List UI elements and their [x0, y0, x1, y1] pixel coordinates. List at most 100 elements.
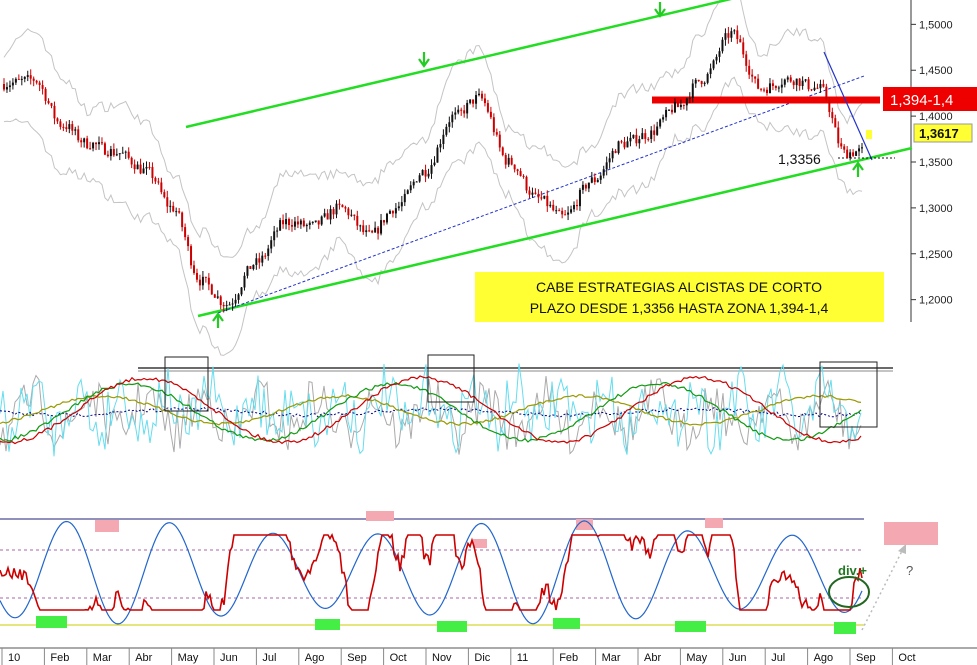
price-candle-body	[252, 264, 255, 269]
indicator-panel	[0, 354, 893, 457]
projection-dotted-line	[861, 546, 905, 631]
price-candle-body	[427, 173, 430, 177]
price-candle-body	[210, 284, 213, 295]
price-candle-body	[765, 89, 768, 94]
price-candle-body	[504, 154, 507, 165]
price-candle-body	[103, 143, 106, 155]
price-candle-body	[727, 33, 730, 38]
price-candle-body	[840, 143, 843, 147]
price-candle-body	[605, 162, 608, 170]
price-candle-body	[804, 79, 807, 81]
price-candle-body	[543, 195, 546, 199]
price-candle-body	[843, 146, 846, 150]
month-label: Jun	[220, 652, 238, 664]
price-candle-body	[489, 111, 492, 118]
price-candle-body	[234, 299, 237, 304]
overbought-markers	[95, 511, 938, 548]
price-candle-body	[507, 157, 510, 165]
price-candle-body	[151, 167, 154, 179]
price-candle-body	[498, 134, 501, 148]
price-candle-body	[546, 195, 549, 207]
price-candle-body	[813, 87, 816, 91]
price-candle-body	[100, 142, 103, 144]
price-candle-body	[299, 220, 302, 225]
price-candle-body	[344, 207, 347, 209]
price-candle-body	[412, 181, 415, 186]
price-candle-body	[213, 294, 216, 298]
price-candle-body	[341, 204, 344, 208]
price-candle-body	[385, 213, 388, 223]
month-label: 10	[8, 652, 20, 664]
price-candle-body	[157, 181, 160, 183]
price-candle-body	[495, 132, 498, 135]
price-candle-body	[329, 209, 332, 220]
price-candle-body	[68, 124, 71, 130]
price-candle-body	[5, 87, 8, 90]
price-candle-body	[694, 79, 697, 84]
signal-arrows	[212, 2, 864, 328]
price-candle-body	[783, 79, 786, 85]
price-y-tick-label: 1,4500	[919, 65, 953, 77]
indicator-navy-line	[0, 406, 862, 418]
price-candle-body	[65, 127, 68, 130]
target-price-label: 1,394-1,4	[883, 87, 977, 111]
price-candle-body	[3, 84, 5, 90]
arrow-down-icon	[654, 2, 666, 18]
price-candle-body	[798, 78, 801, 86]
price-candle-body	[95, 142, 98, 145]
price-candle-body	[124, 151, 127, 153]
strategy-note-line-2: PLAZO DESDE 1,3356 HASTA ZONA 1,394-1,4	[530, 300, 829, 316]
price-candle-body	[228, 304, 231, 306]
price-candle-body	[475, 95, 478, 104]
price-candle-body	[383, 220, 386, 223]
price-candle-body	[715, 56, 718, 61]
price-candle-body	[335, 203, 338, 215]
price-candle-body	[290, 225, 293, 227]
price-candle-body	[323, 213, 326, 217]
price-candle-body	[480, 93, 483, 99]
price-candle-body	[578, 189, 581, 207]
price-candle-body	[792, 81, 795, 86]
price-candle-body	[703, 82, 706, 84]
price-candle-body	[145, 166, 148, 169]
price-candle-body	[748, 65, 751, 75]
month-label: Ago	[814, 652, 834, 664]
price-candle-body	[285, 219, 288, 225]
price-candle-body	[653, 130, 656, 135]
price-candle-body	[237, 294, 240, 300]
price-candle-body	[816, 87, 819, 89]
price-candle-body	[768, 83, 771, 94]
price-candle-body	[160, 182, 163, 193]
price-candle-body	[282, 220, 285, 225]
price-candle-body	[549, 204, 552, 207]
price-candle-body	[317, 220, 320, 225]
indicator-green-line	[0, 381, 862, 443]
price-candle-body	[356, 215, 359, 226]
price-candle-body	[659, 119, 662, 127]
price-candle-body	[712, 60, 715, 69]
price-candle-body	[516, 169, 519, 172]
price-candle-body	[276, 230, 279, 232]
month-label: Mar	[602, 652, 621, 664]
price-candle-body	[581, 184, 584, 190]
price-candle-body	[531, 192, 534, 195]
price-candle-body	[258, 258, 261, 263]
price-candle-body	[668, 109, 671, 111]
price-candle-body	[264, 255, 267, 257]
price-candle-body	[109, 149, 112, 157]
price-candle-body	[739, 39, 742, 43]
price-candle-body	[522, 175, 525, 177]
price-candle-body	[178, 211, 181, 213]
price-candle-body	[807, 79, 810, 90]
price-candle-body	[691, 83, 694, 99]
price-candle-body	[596, 179, 599, 183]
price-candle-body	[623, 141, 626, 148]
price-candle-body	[50, 103, 53, 106]
price-candle-body	[635, 134, 638, 144]
indicator-red-line	[0, 375, 862, 445]
highlight-box	[427, 354, 475, 403]
price-candle-body	[730, 31, 733, 38]
price-candle-body	[537, 193, 540, 198]
price-candle-body	[415, 181, 418, 183]
price-candle-body	[169, 205, 172, 207]
